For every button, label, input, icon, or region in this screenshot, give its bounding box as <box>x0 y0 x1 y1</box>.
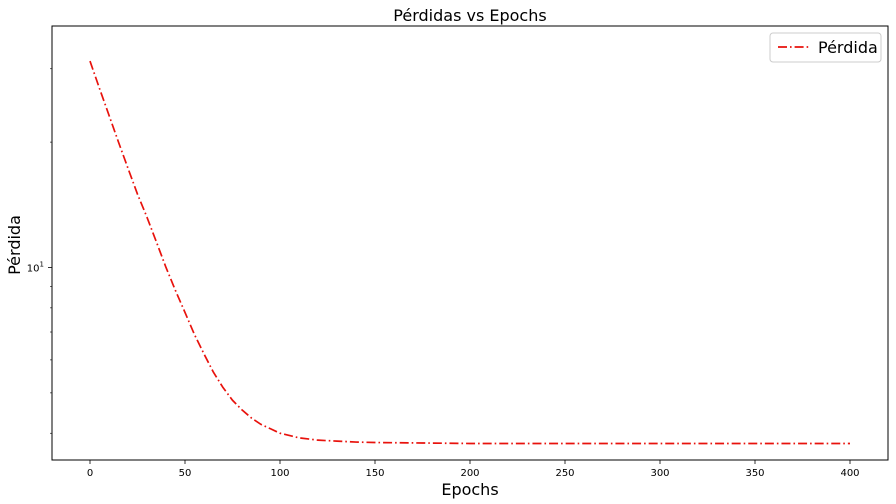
y-axis-label: Pérdida <box>5 215 24 275</box>
legend-box <box>769 32 882 63</box>
y-axis-ticks: 101 <box>27 68 52 434</box>
x-tick-label: 400 <box>840 468 859 479</box>
legend: Pérdida <box>769 32 882 63</box>
x-tick-label: 150 <box>365 468 384 479</box>
x-tick-label: 100 <box>270 468 289 479</box>
x-axis-label: Epochs <box>441 480 498 499</box>
plot-area <box>51 25 889 461</box>
x-tick-label: 200 <box>460 468 479 479</box>
x-tick-label: 300 <box>650 468 669 479</box>
x-tick-label: 250 <box>555 468 574 479</box>
legend-entry-perdida: Pérdida <box>818 38 878 57</box>
x-axis-ticks: 0 50 100 150 200 250 300 350 400 <box>87 460 860 479</box>
x-tick-label: 0 <box>87 468 93 479</box>
x-tick-label: 350 <box>745 468 764 479</box>
x-tick-label: 50 <box>179 468 192 479</box>
y-tick-label: 101 <box>27 260 44 274</box>
series-line-perdida <box>89 60 850 445</box>
chart-title: Pérdidas vs Epochs <box>393 6 546 25</box>
